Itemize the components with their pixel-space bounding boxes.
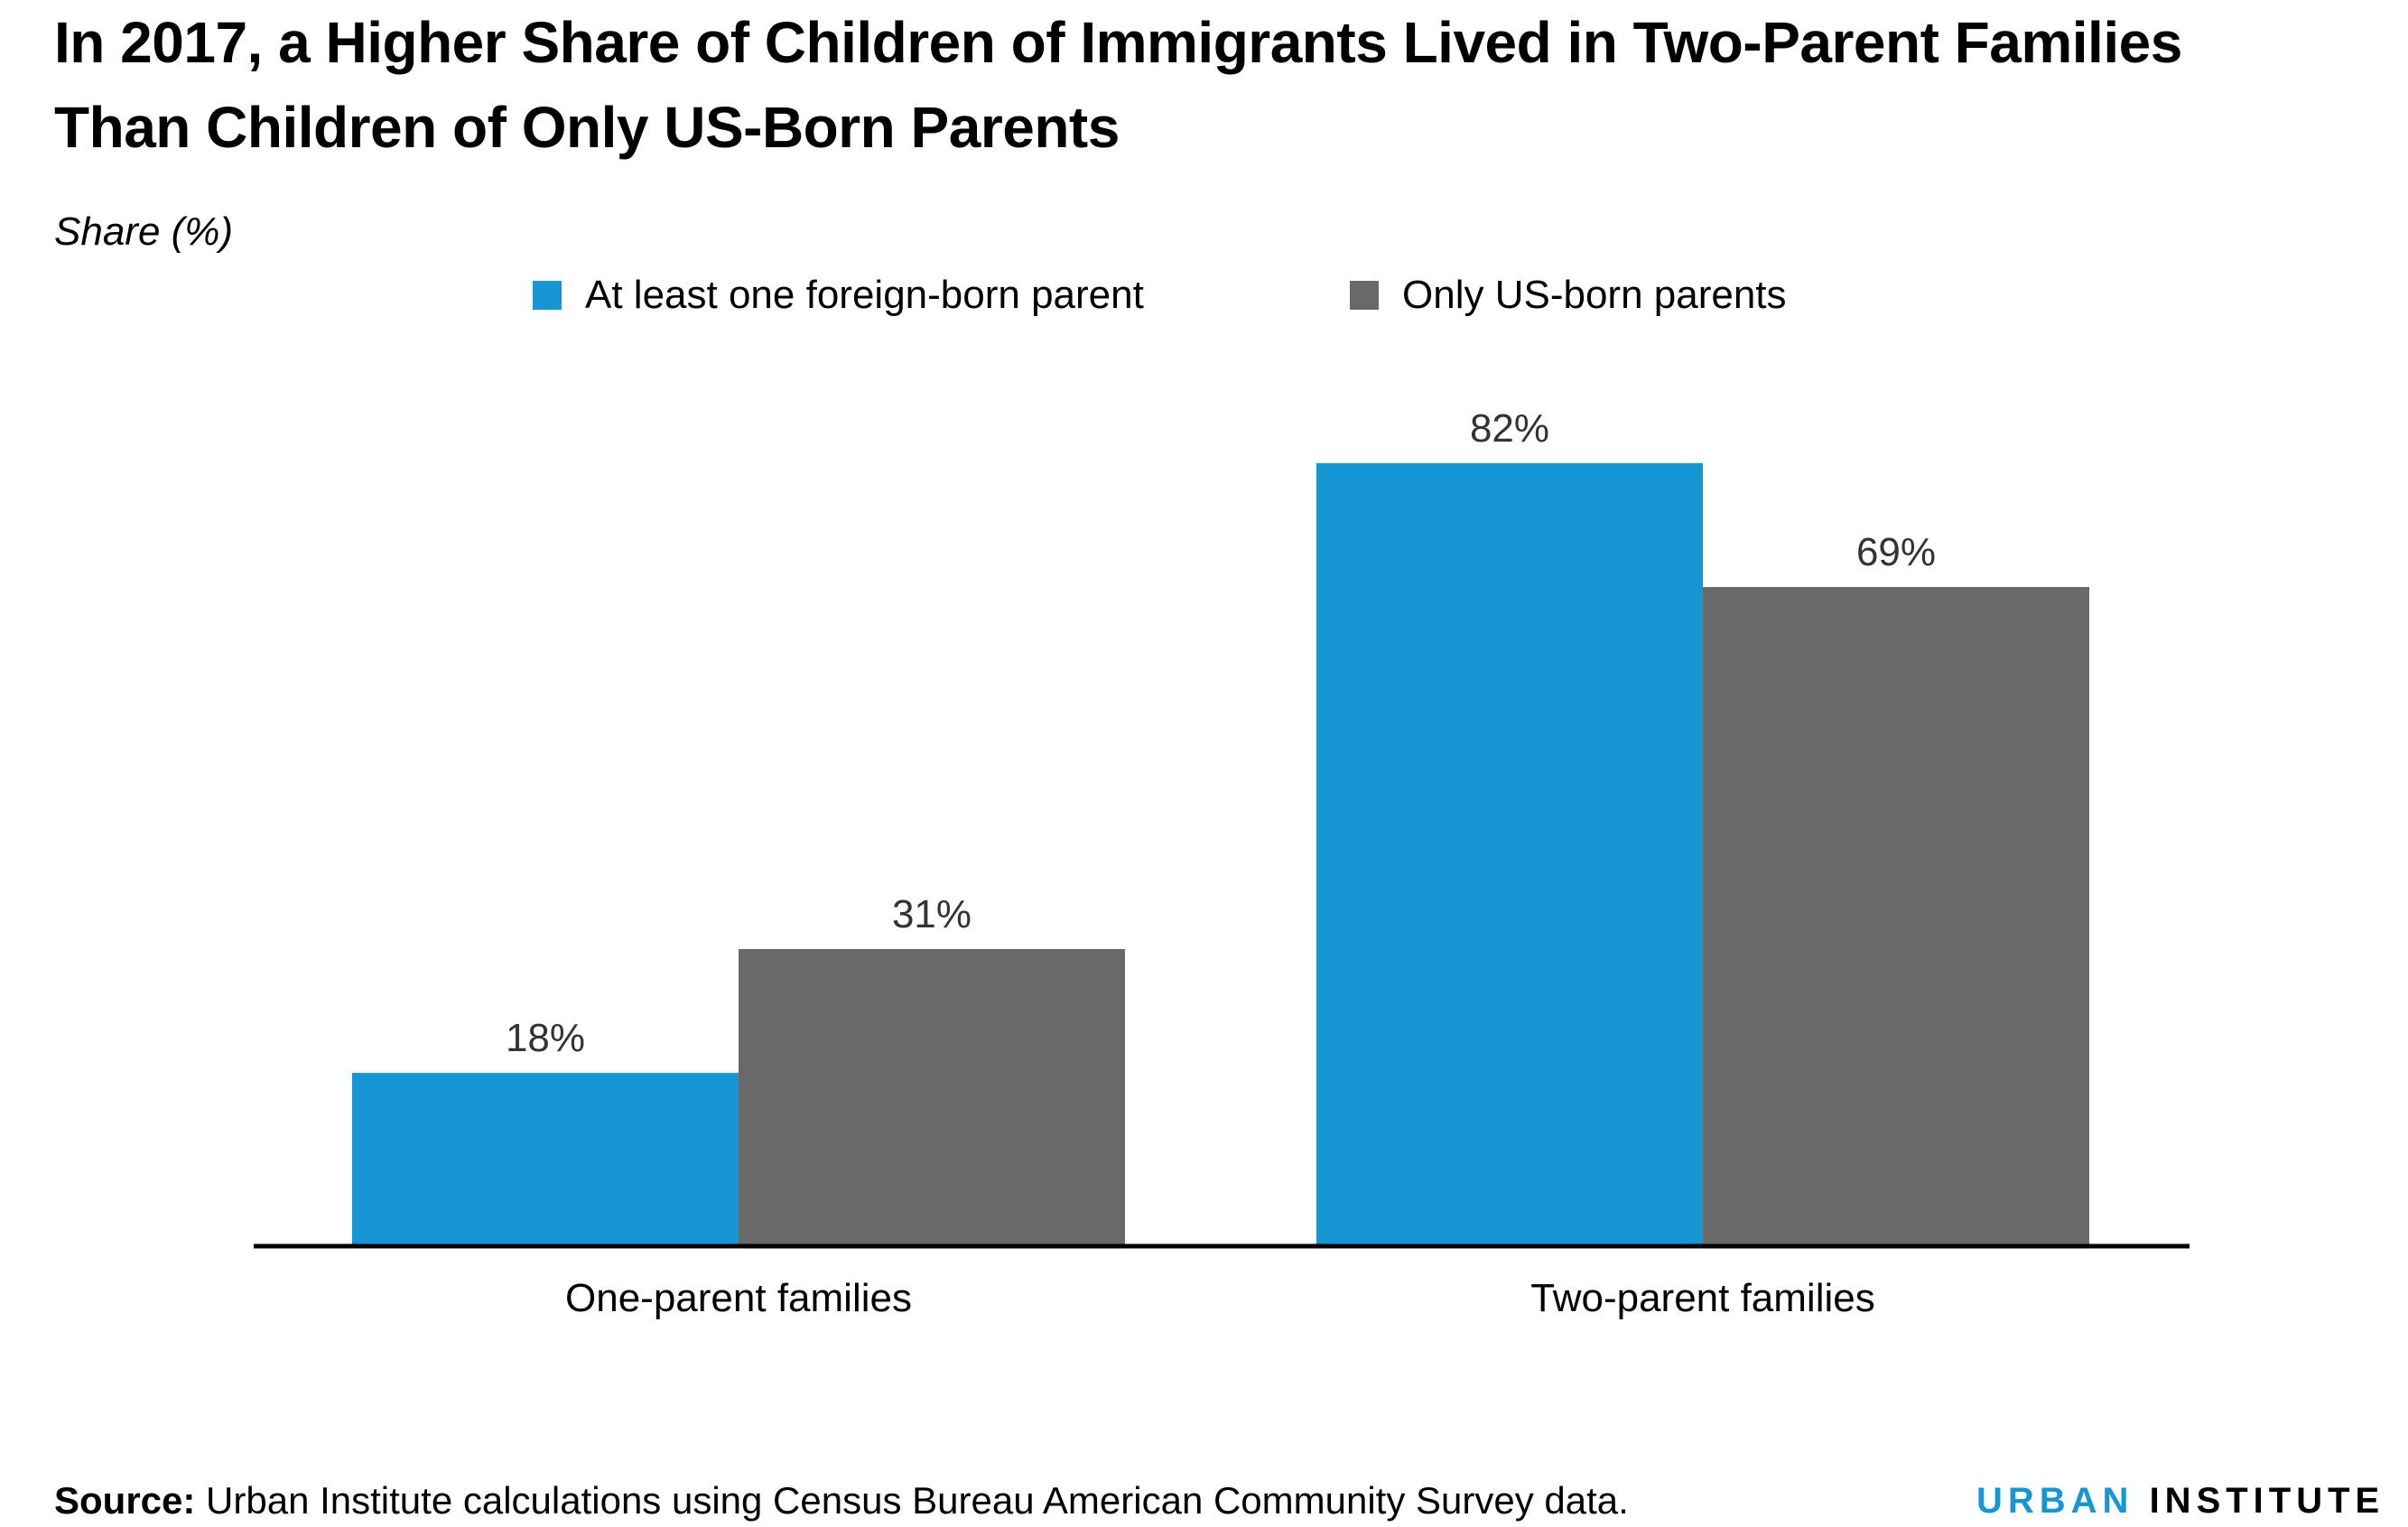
legend-label: Only US-born parents bbox=[1402, 273, 1787, 317]
bar bbox=[739, 948, 1125, 1244]
x-tick-label: One-parent families bbox=[565, 1276, 912, 1320]
bar bbox=[352, 1073, 739, 1244]
data-label: 69% bbox=[1856, 530, 1936, 574]
bar bbox=[1316, 462, 1703, 1244]
source-note: Source: Urban Institute calculations usi… bbox=[54, 1479, 1629, 1522]
legend-swatch bbox=[533, 281, 562, 310]
legend-label: At least one foreign-born parent bbox=[585, 273, 1144, 317]
data-label: 18% bbox=[506, 1016, 585, 1060]
source-text: Urban Institute calculations using Censu… bbox=[195, 1479, 1629, 1522]
legend-swatch bbox=[1350, 281, 1379, 310]
data-label: 82% bbox=[1470, 406, 1549, 451]
data-label: 31% bbox=[892, 892, 972, 936]
chart-title: In 2017, a Higher Share of Children of I… bbox=[54, 10, 2182, 160]
logo-part-institute: INSTITUTE bbox=[2149, 1481, 2385, 1521]
bar bbox=[1703, 587, 2089, 1244]
source-label: Source: bbox=[54, 1479, 196, 1522]
logo-part-urban: URBAN bbox=[1976, 1481, 2134, 1521]
x-tick-label: Two-parent families bbox=[1530, 1276, 1874, 1320]
y-axis-label: Share (%) bbox=[54, 209, 234, 254]
legend-item-foreign-born: At least one foreign-born parent bbox=[533, 273, 1144, 318]
legend-item-us-born: Only US-born parents bbox=[1350, 273, 1787, 318]
urban-institute-logo: URBAN INSTITUTE bbox=[1976, 1481, 2385, 1522]
